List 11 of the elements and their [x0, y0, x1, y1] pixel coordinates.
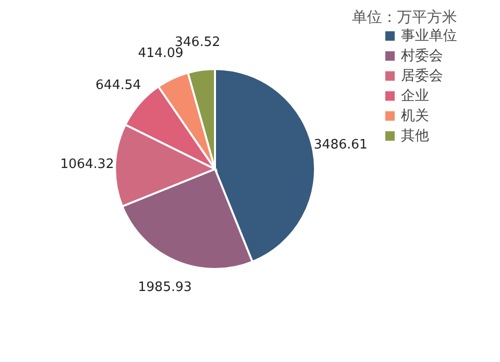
legend-label: 企业 — [401, 88, 429, 104]
data-label: 3486.61 — [314, 138, 368, 153]
data-label: 1985.93 — [138, 280, 192, 295]
data-label: 644.54 — [96, 78, 142, 94]
text: 单位：万平方米 — [352, 8, 457, 26]
legend-label: 机关 — [401, 108, 429, 124]
legend-label: 事业单位 — [401, 28, 457, 44]
legend-label: 居委会 — [401, 68, 443, 84]
legend-label: 村委会 — [400, 48, 443, 64]
legend-label: 其他 — [401, 128, 429, 144]
data-label: 1064.32 — [60, 157, 114, 172]
